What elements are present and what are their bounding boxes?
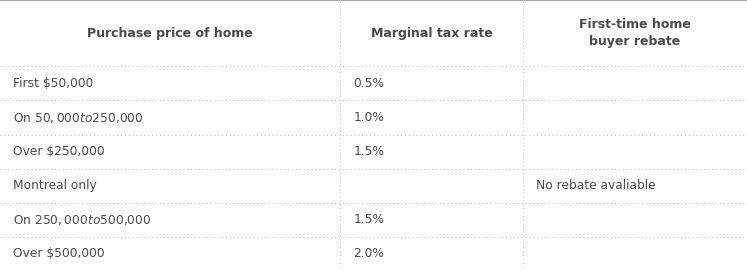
Text: 0.5%: 0.5% [353, 77, 384, 90]
Text: 1.5%: 1.5% [353, 213, 384, 226]
Text: On $250,000 to $500,000: On $250,000 to $500,000 [13, 213, 152, 227]
Text: No rebate avaliable: No rebate avaliable [536, 179, 656, 192]
Text: Purchase price of home: Purchase price of home [87, 27, 252, 40]
Text: 2.0%: 2.0% [353, 247, 384, 260]
Text: First-time home
buyer rebate: First-time home buyer rebate [579, 18, 691, 48]
Text: Over $250,000: Over $250,000 [13, 145, 105, 158]
Text: Montreal only: Montreal only [13, 179, 97, 192]
Text: 1.5%: 1.5% [353, 145, 384, 158]
Text: 1.0%: 1.0% [353, 111, 384, 124]
Text: On $50,000 to $250,000: On $50,000 to $250,000 [13, 111, 144, 125]
Text: Marginal tax rate: Marginal tax rate [371, 27, 492, 40]
Text: Over $500,000: Over $500,000 [13, 247, 105, 260]
Text: First $50,000: First $50,000 [13, 77, 94, 90]
